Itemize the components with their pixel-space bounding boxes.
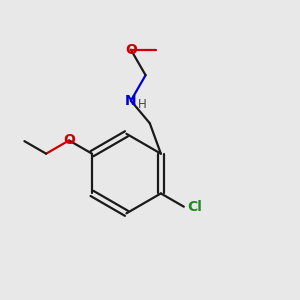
Text: Cl: Cl bbox=[188, 200, 202, 214]
Text: H: H bbox=[138, 98, 146, 111]
Text: O: O bbox=[63, 134, 75, 147]
Text: N: N bbox=[125, 94, 137, 108]
Text: O: O bbox=[125, 43, 137, 57]
